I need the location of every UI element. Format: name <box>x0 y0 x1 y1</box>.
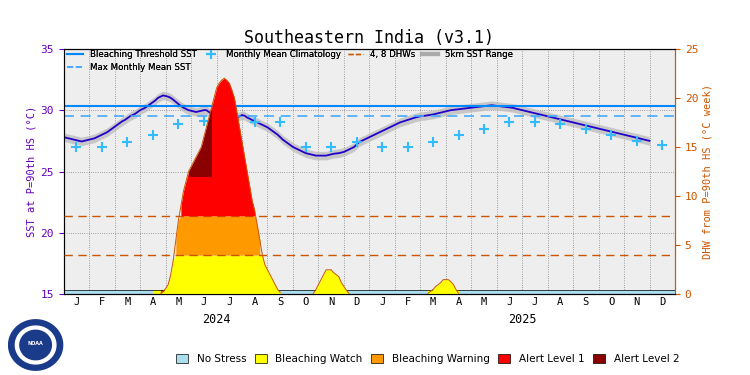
Text: 2024: 2024 <box>202 313 231 326</box>
Polygon shape <box>16 326 55 364</box>
Legend: Bleaching Threshold SST, Max Monthly Mean SST, Monthly Mean Climatology, 4, 8 DH: Bleaching Threshold SST, Max Monthly Mea… <box>64 46 516 75</box>
Text: 2025: 2025 <box>508 313 536 326</box>
Polygon shape <box>20 330 51 360</box>
Text: NOAA: NOAA <box>28 342 44 346</box>
Title: Southeastern India (v3.1): Southeastern India (v3.1) <box>244 29 494 47</box>
Y-axis label: SST at P=90th HS (°C): SST at P=90th HS (°C) <box>26 106 36 237</box>
Legend: No Stress, Bleaching Watch, Bleaching Warning, Alert Level 1, Alert Level 2: No Stress, Bleaching Watch, Bleaching Wa… <box>172 350 683 368</box>
Y-axis label: DHW from P=90th HS (°C week): DHW from P=90th HS (°C week) <box>703 84 712 259</box>
Polygon shape <box>9 320 62 370</box>
